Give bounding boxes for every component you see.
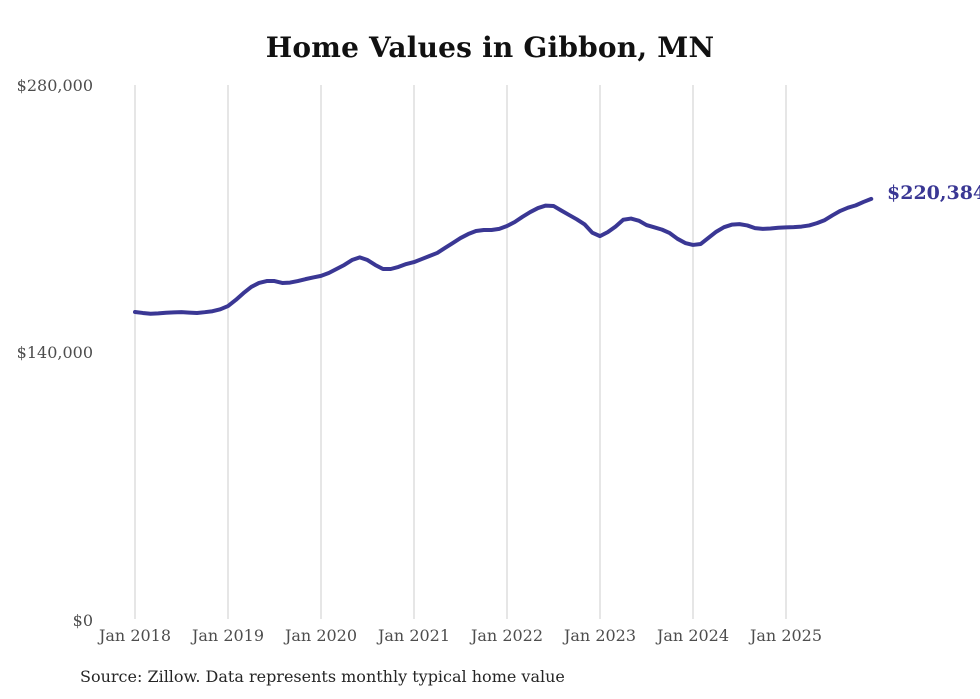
x-axis-tick-label: Jan 2018 [98,626,172,645]
y-axis-tick-label: $280,000 [16,76,93,95]
home-value-line [133,196,874,316]
x-axis-tick-label: Jan 2022 [470,626,544,645]
x-axis-tick-label: Jan 2021 [377,626,451,645]
x-axis-tick-label: Jan 2020 [284,626,358,645]
x-axis-tick-label: Jan 2025 [749,626,823,645]
chart-title: Home Values in Gibbon, MN [265,31,715,64]
x-axis-tick-label: Jan 2023 [563,626,637,645]
x-axis-tick-label: Jan 2024 [656,626,730,645]
vertical-gridlines [134,85,787,619]
y-axis-tick-label: $0 [72,611,93,630]
latest-value-label: $220,384 [887,182,980,204]
source-note: Source: Zillow. Data represents monthly … [80,667,565,686]
x-axis-tick-label: Jan 2019 [191,626,265,645]
y-axis-tick-label: $140,000 [16,343,93,362]
